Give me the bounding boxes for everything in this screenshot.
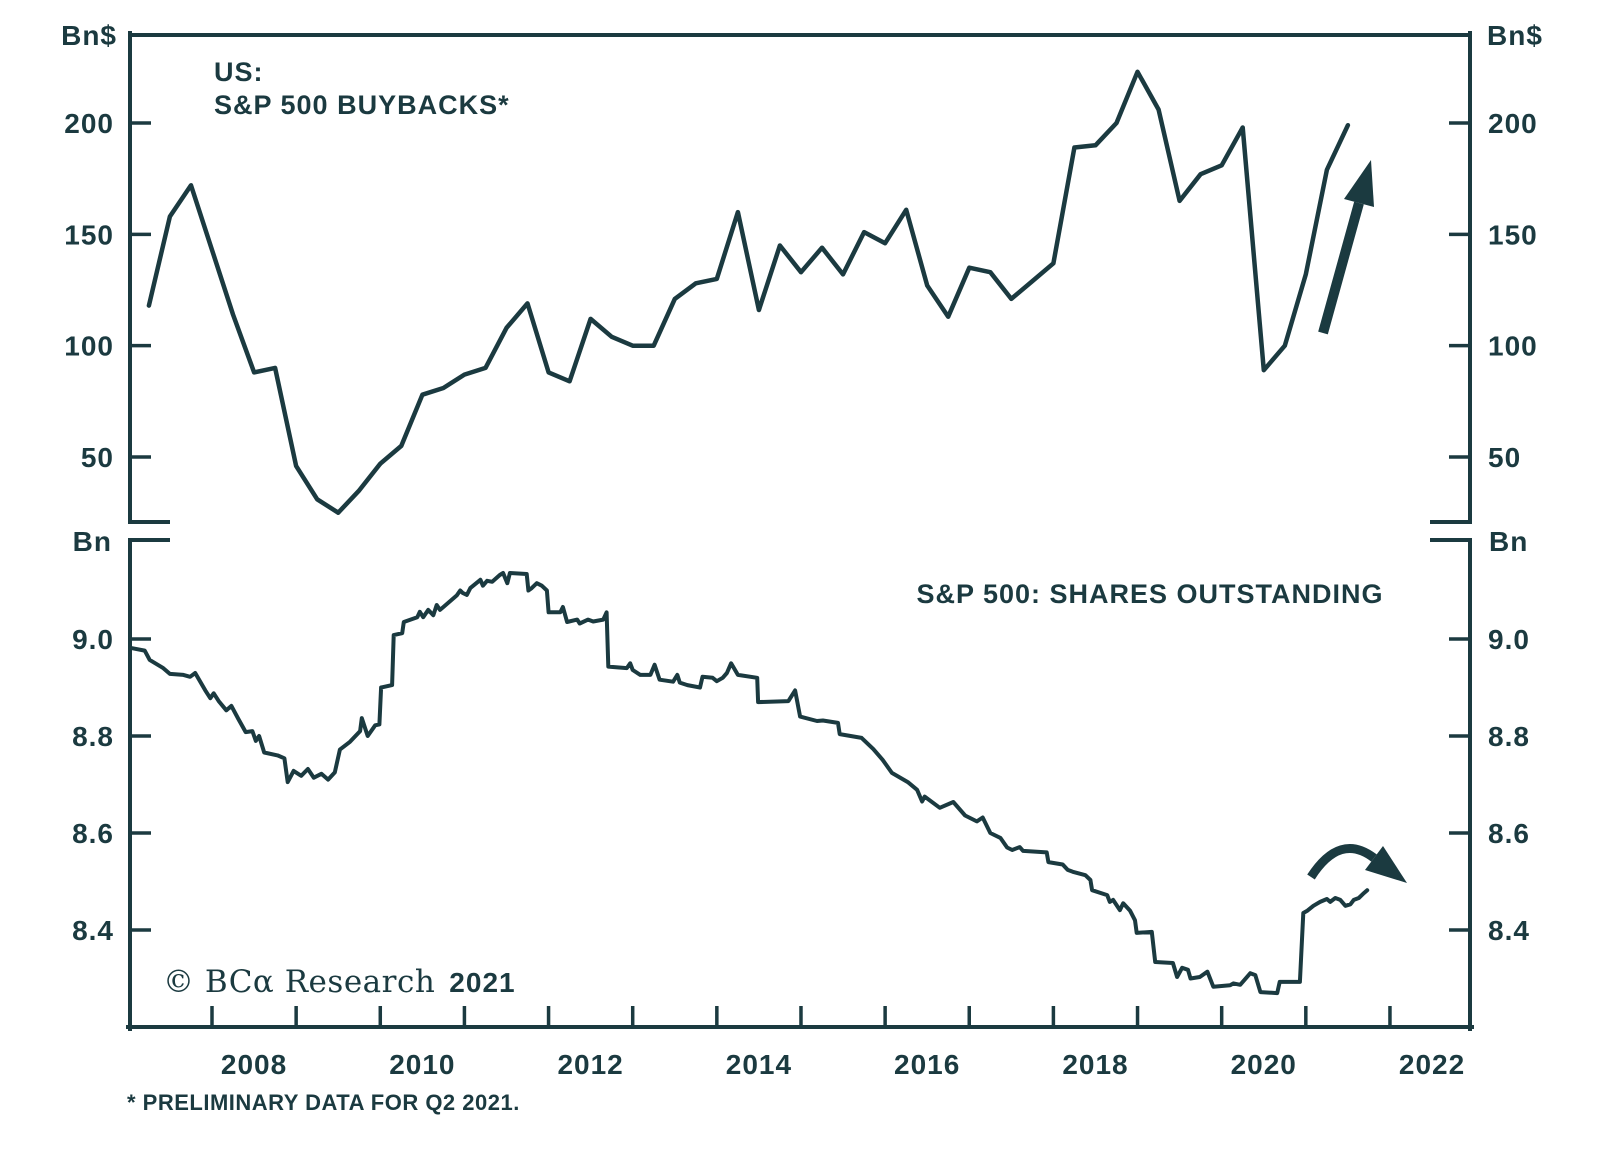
- top-left-unit-label: Bn$: [61, 20, 117, 51]
- source-credit-year: 2021: [449, 967, 515, 998]
- y-tick-label-right: 8.8: [1488, 721, 1530, 752]
- chart-frame: [126, 31, 1474, 1031]
- x-axis-year-labels: 2008 2010 2012 2014 2016 2018 2020 2022: [221, 1049, 1465, 1080]
- y-tick-label-right: 100: [1488, 331, 1538, 362]
- source-credit: © BCα Research 2021: [163, 964, 516, 1000]
- rollover-arrow-annotation: [1307, 844, 1407, 883]
- bottom-panel-title: S&P 500: SHARES OUTSTANDING: [916, 579, 1383, 609]
- shares-polyline: [130, 571, 1370, 996]
- shares-outstanding-line-series: [130, 571, 1370, 996]
- bottom-left-unit-label: Bn: [73, 526, 112, 557]
- footnote: * PRELIMINARY DATA FOR Q2 2021.: [127, 1090, 520, 1115]
- x-year-label-2018: 2018: [1062, 1049, 1128, 1080]
- top-panel-title-line2: S&P 500 BUYBACKS*: [214, 90, 510, 120]
- x-year-label-2016: 2016: [894, 1049, 960, 1080]
- x-year-label-2022: 2022: [1399, 1049, 1465, 1080]
- y-tick-label-left: 200: [64, 108, 114, 139]
- x-year-label-2020: 2020: [1231, 1049, 1297, 1080]
- buybacks-line-series: [146, 69, 1351, 515]
- bottom-right-unit-label: Bn: [1489, 526, 1528, 557]
- y-tick-label-left: 50: [81, 442, 114, 473]
- y-tick-label-right: 8.6: [1488, 818, 1530, 849]
- top-panel-yticks: 200 200 150 150 100 100 50 50: [64, 108, 1538, 473]
- y-tick-label-right: 50: [1488, 442, 1521, 473]
- rollover-arrow-head: [1365, 846, 1407, 883]
- y-tick-label-right: 9.0: [1488, 624, 1530, 655]
- source-credit-name: © BCα Research: [163, 964, 435, 1000]
- top-right-unit-label: Bn$: [1487, 20, 1543, 51]
- bottom-panel-yticks: 9.0 9.0 8.8 8.8 8.6 8.6 8.4 8.4: [72, 624, 1530, 946]
- x-year-label-2008: 2008: [221, 1049, 287, 1080]
- y-tick-label-left: 100: [64, 331, 114, 362]
- y-tick-label-left: 8.6: [72, 818, 114, 849]
- y-tick-label-right: 200: [1488, 108, 1538, 139]
- buybacks-polyline: [146, 69, 1351, 515]
- y-tick-label-right: 150: [1488, 219, 1538, 250]
- up-arrow-head: [1344, 160, 1374, 207]
- top-panel-title-line1: US:: [214, 57, 264, 87]
- up-arrow-annotation: [1318, 160, 1374, 335]
- up-arrow-shaft: [1318, 201, 1364, 335]
- x-year-label-2014: 2014: [726, 1049, 792, 1080]
- x-axis-ticks: [210, 1006, 1392, 1027]
- x-year-label-2012: 2012: [557, 1049, 623, 1080]
- rollover-arrow-arc: [1307, 844, 1377, 880]
- y-tick-label-left: 8.4: [72, 915, 114, 946]
- y-tick-label-left: 9.0: [72, 624, 114, 655]
- y-tick-label-left: 150: [64, 219, 114, 250]
- y-tick-label-left: 8.8: [72, 721, 114, 752]
- x-year-label-2010: 2010: [389, 1049, 455, 1080]
- y-tick-label-right: 8.4: [1488, 915, 1530, 946]
